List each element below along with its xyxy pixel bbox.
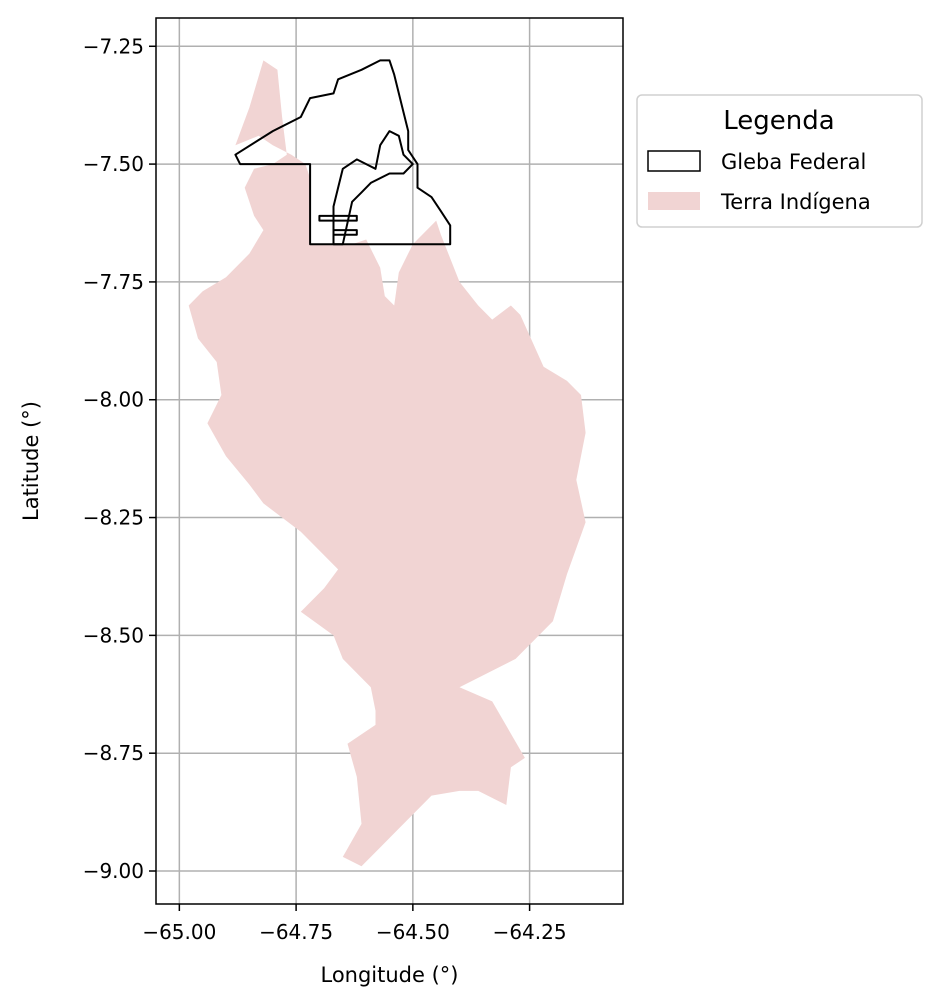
- legend-swatch-gleba-federal: [647, 150, 701, 172]
- y-tick-label-5: −8.50: [83, 623, 144, 647]
- x-tick-label-2: −64.50: [376, 920, 450, 944]
- y-tick-label-4: −8.25: [83, 506, 144, 530]
- y-axis-label: Latitude (°): [19, 401, 43, 521]
- y-tick-label-0: −7.25: [83, 34, 144, 58]
- axis-ticks: −65.00 −64.75 −64.50 −64.25 −7.25 −7.50 −7.75 −…: [83, 34, 567, 944]
- legend-label-terra-indigena: Terra Indígena: [720, 190, 871, 214]
- y-tick-label-2: −7.75: [83, 270, 144, 294]
- gleba-federal-polygon-0: [234, 59, 452, 246]
- y-tick-label-7: −9.00: [83, 859, 144, 883]
- plot-frame: [155, 17, 624, 905]
- gleba-federal-polygon-2: [318, 214, 358, 222]
- x-tick-label-3: −64.25: [493, 920, 567, 944]
- x-tick-label-1: −64.75: [259, 920, 333, 944]
- gleba-federal-polygon-1: [332, 130, 414, 246]
- gleba-federal-polygon-3: [332, 229, 358, 236]
- y-tick-label-3: −8.00: [83, 388, 144, 412]
- legend: Legenda Gleba Federal Terra Indígena: [636, 94, 923, 228]
- legend-label-gleba-federal: Gleba Federal: [721, 150, 866, 174]
- y-tick-label-1: −7.50: [83, 152, 144, 176]
- x-axis-label: Longitude (°): [320, 963, 458, 987]
- terra-indigena-polygon: [188, 60, 586, 867]
- map-layers: [188, 59, 586, 867]
- y-tick-label-6: −8.75: [83, 741, 144, 765]
- legend-swatch-terra-indigena: [648, 192, 700, 210]
- legend-title: Legenda: [723, 106, 834, 136]
- x-tick-label-0: −65.00: [142, 920, 216, 944]
- legend-box: [636, 94, 923, 228]
